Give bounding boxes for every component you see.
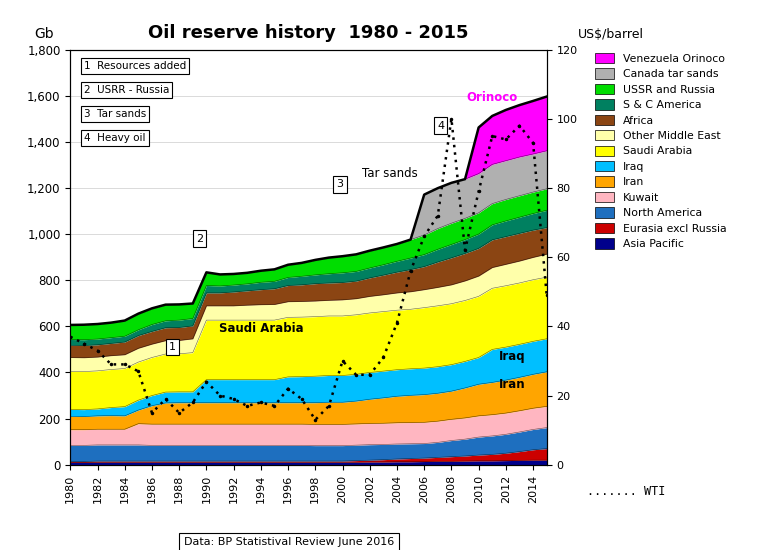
Text: Iraq: Iraq <box>499 350 526 363</box>
Text: US$/barrel: US$/barrel <box>578 28 644 41</box>
Text: 4: 4 <box>437 120 444 131</box>
Text: 3  Tar sands: 3 Tar sands <box>84 109 146 119</box>
Text: Saudi Arabia: Saudi Arabia <box>219 322 303 335</box>
Text: Data: BP Statistival Review June 2016: Data: BP Statistival Review June 2016 <box>184 537 394 547</box>
Text: Orinoco: Orinoco <box>466 91 518 104</box>
Text: Iran: Iran <box>499 377 526 390</box>
Legend: Venezuela Orinoco, Canada tar sands, USSR and Russia, S & C America, Africa, Oth: Venezuela Orinoco, Canada tar sands, USS… <box>593 51 729 251</box>
Text: 1  Resources added: 1 Resources added <box>84 60 186 70</box>
Text: 3: 3 <box>337 179 344 189</box>
Text: Tar sands: Tar sands <box>362 167 418 180</box>
Text: ....... WTI: ....... WTI <box>587 485 665 498</box>
Text: 1: 1 <box>169 342 176 352</box>
Text: 2  USRR - Russia: 2 USRR - Russia <box>84 85 169 95</box>
Text: 2: 2 <box>196 234 203 244</box>
Text: 4  Heavy oil: 4 Heavy oil <box>84 133 145 144</box>
Text: Gb: Gb <box>34 27 54 41</box>
Title: Oil reserve history  1980 - 2015: Oil reserve history 1980 - 2015 <box>148 24 469 42</box>
